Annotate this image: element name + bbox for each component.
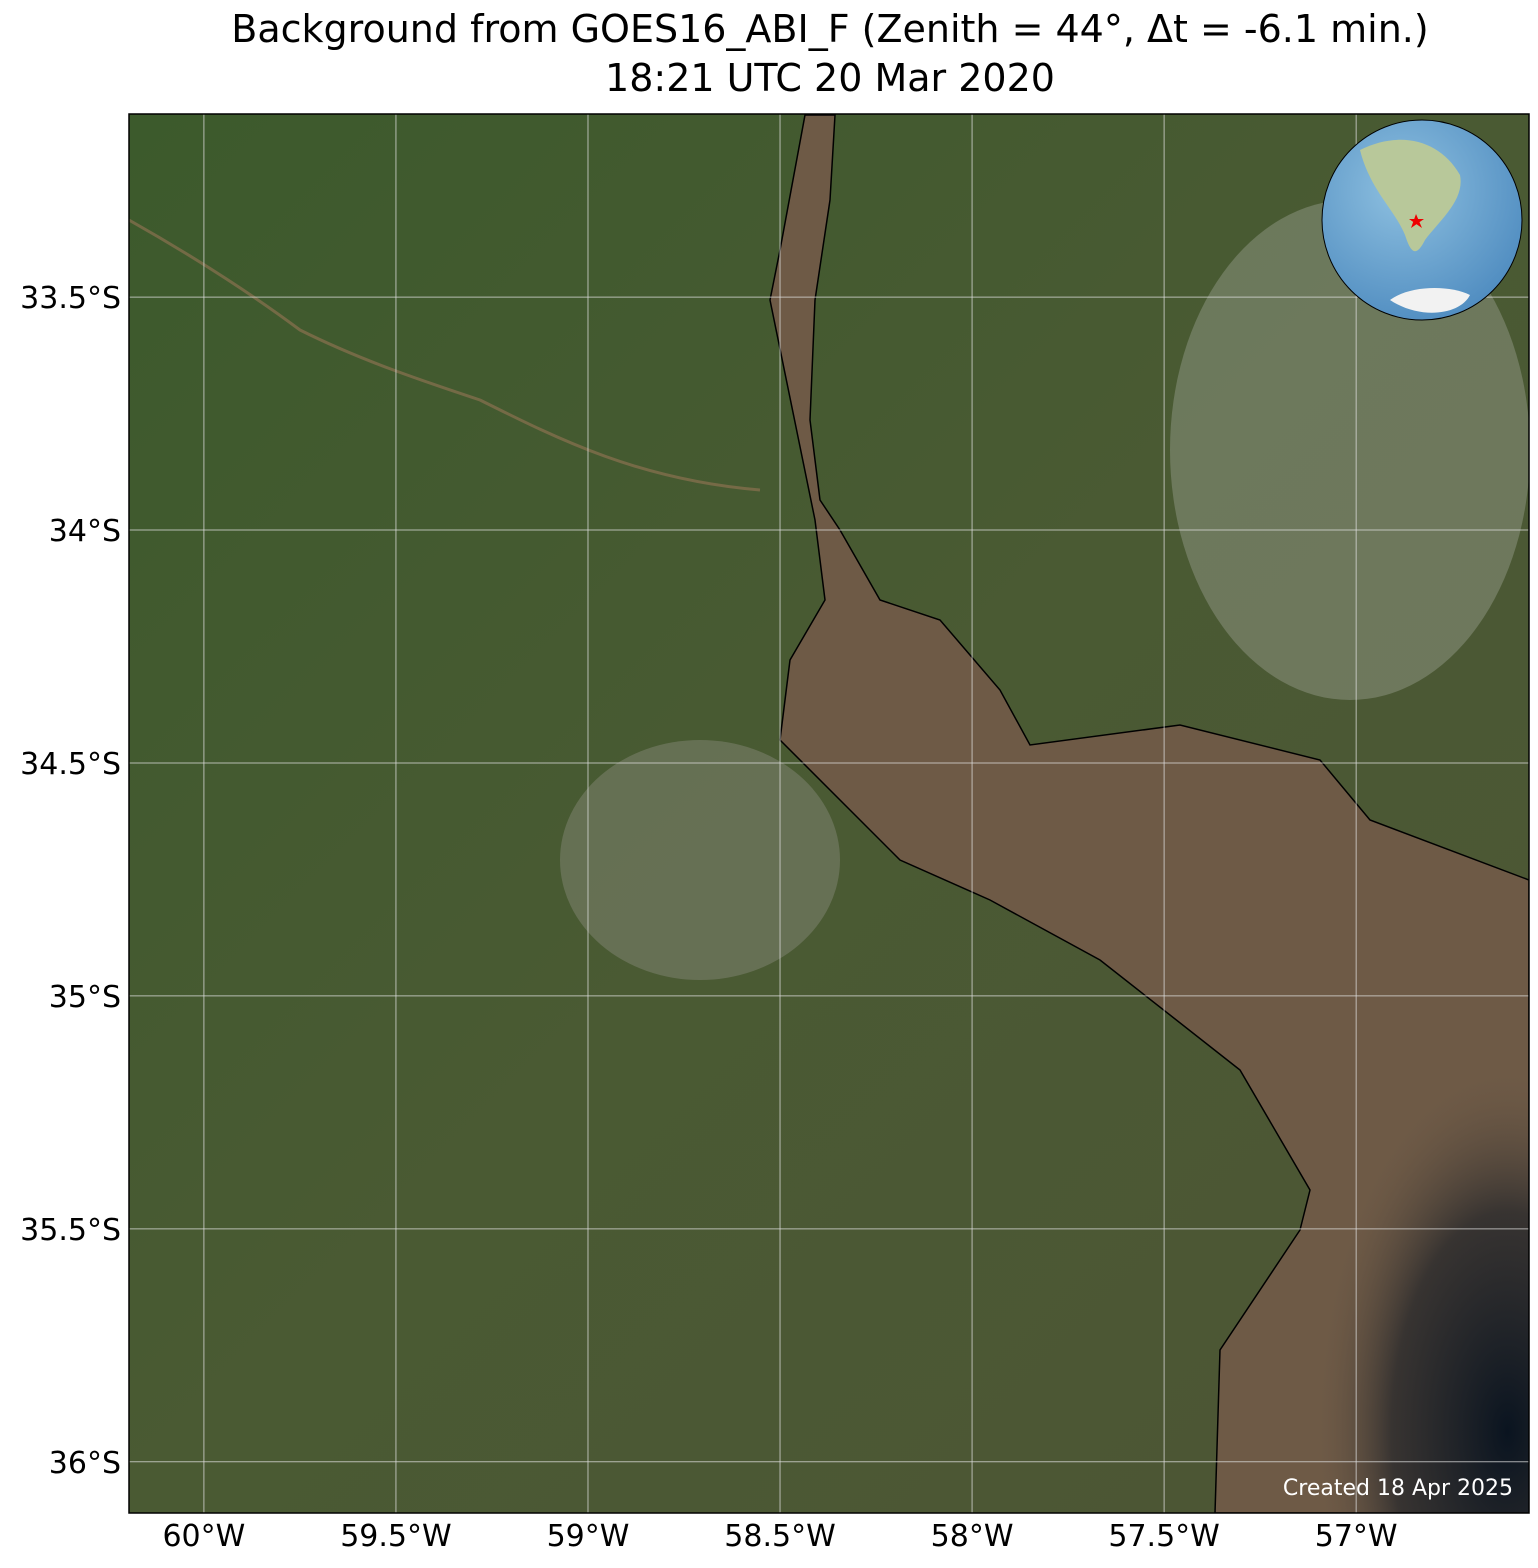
y-tick-label: 33.5°S bbox=[20, 281, 121, 316]
title: Background from GOES16_ABI_F (Zenith = 4… bbox=[231, 7, 1428, 51]
footer: Created 18 Apr 2025 bbox=[1283, 1476, 1513, 1501]
x-tick-label: 59°W bbox=[547, 1519, 630, 1554]
graticule bbox=[129, 114, 1529, 1513]
y-tick-label: 34°S bbox=[49, 514, 121, 549]
south-america bbox=[1360, 139, 1461, 252]
subtitle: 18:21 UTC 20 Mar 2020 bbox=[605, 56, 1055, 100]
y-tick-label: 35°S bbox=[49, 980, 121, 1015]
y-tick-label: 35.5°S bbox=[20, 1213, 121, 1248]
ocean bbox=[1100, 700, 1529, 1513]
x-tick-label: 58.5°W bbox=[724, 1519, 835, 1554]
x-tick-label: 60°W bbox=[162, 1519, 245, 1554]
y-tick-label: 34.5°S bbox=[20, 747, 121, 782]
x-tick-label: 59.5°W bbox=[340, 1519, 451, 1554]
y-tick-label: 36°S bbox=[49, 1446, 121, 1481]
map-frame bbox=[128, 113, 1530, 1514]
x-tick-label: 57.5°W bbox=[1108, 1519, 1219, 1554]
map-image bbox=[129, 114, 1529, 1513]
parana-delta bbox=[129, 218, 761, 492]
x-tick-label: 57°W bbox=[1315, 1519, 1398, 1554]
clouds bbox=[1170, 200, 1529, 700]
antarctica bbox=[1390, 288, 1470, 313]
urban-area bbox=[560, 740, 840, 980]
location-star bbox=[1409, 214, 1424, 228]
inset-globe bbox=[1321, 119, 1523, 321]
x-tick-label: 58°W bbox=[931, 1519, 1014, 1554]
